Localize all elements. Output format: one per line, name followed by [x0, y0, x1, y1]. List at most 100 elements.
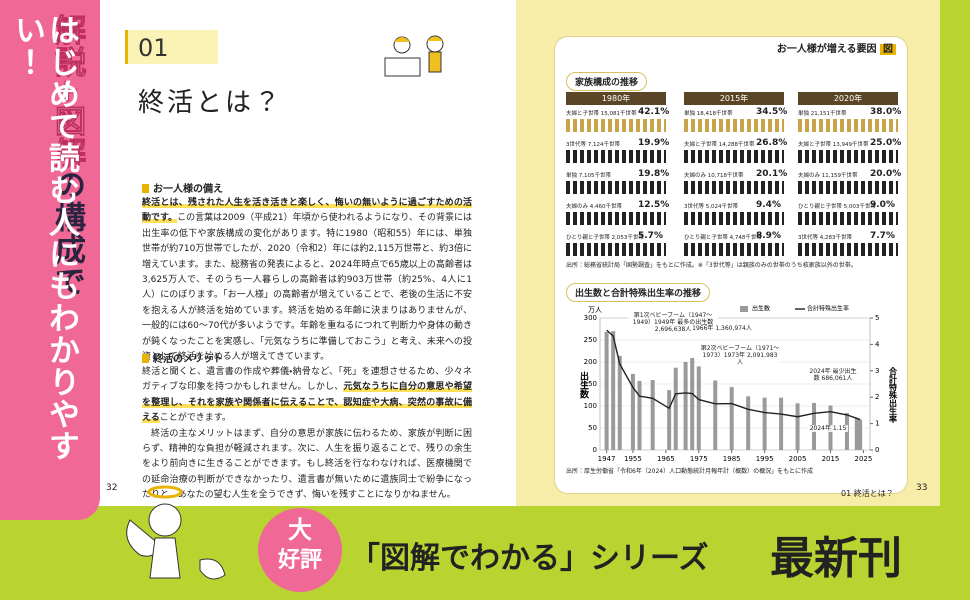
- household-share: 7.7%: [870, 231, 895, 241]
- bar: [637, 380, 642, 450]
- y2-tick-label: 2: [875, 393, 879, 401]
- badge: [258, 508, 342, 592]
- annotation: 2024年 1.15: [808, 425, 848, 432]
- y-tick-label: 200: [584, 358, 597, 366]
- annotation-text: 第2次ベビーブーム（1971～1973）1973年 2,091,983人: [700, 345, 780, 366]
- people-icons: [798, 212, 898, 225]
- household-share: 34.5%: [756, 107, 788, 117]
- household-share: 25.0%: [870, 138, 902, 148]
- section-title: 家族構成の推移: [566, 72, 648, 91]
- people-icons: [798, 150, 898, 163]
- births-chart: 0 50 100 150 200 250 300 0 1 2 3 4 5 1947 1955 1965 1975…: [566, 305, 898, 476]
- illustration: [384, 35, 444, 77]
- y2-axis-title: 合計特殊出生率: [888, 366, 898, 424]
- bar: [858, 419, 863, 450]
- bar: [604, 332, 609, 450]
- tab-icon: 図: [880, 44, 896, 55]
- household-label: 夫婦と子世帯 14,288千世帯: [684, 142, 755, 148]
- people-icons: [684, 212, 784, 225]
- page-number: 33: [916, 483, 928, 493]
- bar: [690, 358, 695, 450]
- household-label: ひとり親と子世帯 4,748千世帯: [684, 235, 762, 241]
- household-label: 単独 7,105千世帯: [566, 173, 611, 179]
- x-tick-label: 2005: [789, 455, 807, 463]
- household-share: 5.7%: [638, 231, 663, 241]
- section-heading: 終活のメリット: [142, 350, 223, 365]
- household-label: 3世代等 5,024千世帯: [684, 204, 738, 210]
- y2-tick-label: 5: [875, 314, 879, 322]
- household-share: 20.0%: [870, 169, 902, 179]
- text: この言葉は2009（平成21）年頃から使われるようになり、その背景には出生率の低…: [142, 213, 472, 363]
- badge-bottom: 好評: [277, 548, 322, 573]
- section-title: 出生数と合計特殊出生率の推移: [566, 283, 711, 302]
- y-tick-label: 300: [584, 314, 597, 322]
- legend-label: 合計特殊出生率: [807, 305, 849, 313]
- left-page: 01 終活とは？ お一人様の備え 終活とは、残された人生を活き活きと楽しく、悔い…: [80, 0, 516, 506]
- bar: [854, 417, 859, 450]
- text: 終活の主なメリットはまず、自分の意思が家族に伝わるため、家族が判断に困らず、精神…: [142, 428, 472, 501]
- chapter-box: [125, 30, 218, 64]
- household-label: 夫婦と子世帯 15,081千世帯: [566, 111, 637, 117]
- people-icons: [684, 150, 784, 163]
- x-tick-label: 2025: [855, 455, 873, 463]
- legend-swatch: [740, 306, 748, 312]
- year-header: 2015年: [684, 92, 784, 105]
- household-label: ひとり親と子世帯 5,003千世帯: [798, 204, 876, 210]
- people-icons: [798, 243, 898, 256]
- y2-tick-label: 3: [875, 367, 879, 375]
- promo-emphasis: 最新刊: [770, 533, 902, 584]
- household-label: 夫婦と子世帯 13,949千世帯: [798, 142, 869, 148]
- line: [606, 329, 861, 421]
- bar: [713, 380, 718, 450]
- people-icons: [566, 119, 666, 132]
- household-share: 9.4%: [756, 200, 781, 210]
- household-label: 夫婦のみ 11,159千世帯: [798, 173, 858, 179]
- household-label: 単独 21,151千世帯: [798, 111, 847, 117]
- household-share: 9.0%: [870, 200, 895, 210]
- y2-tick-label: 0: [875, 446, 879, 454]
- household-label: 3世代等 4,283千世帯: [798, 235, 852, 241]
- bar: [746, 396, 751, 450]
- y-unit: 万人: [588, 306, 602, 314]
- banner-line: 解説+図解の構成で: [49, 14, 86, 297]
- household-label: ひとり親と子世帯 2,053千世帯: [566, 235, 644, 241]
- bar: [667, 390, 672, 450]
- people-icons: [798, 181, 898, 194]
- legend-label: 出生数: [752, 305, 770, 313]
- household-share: 19.8%: [638, 169, 670, 179]
- y2-tick-label: 4: [875, 340, 880, 348]
- household-share: 12.5%: [638, 200, 670, 210]
- household-label: 夫婦のみ 10,718千世帯: [684, 173, 744, 179]
- bar: [630, 373, 635, 450]
- annotation-text: 2024年 最少出生数 686,061人: [808, 368, 858, 382]
- banner-line: はじめて読む人にもわかりやすい！: [9, 14, 79, 462]
- year-header: 2020年: [798, 92, 898, 105]
- bar: [617, 355, 622, 450]
- footer: 01 終活とは？: [841, 489, 894, 498]
- text: ことができます。: [159, 413, 231, 424]
- x-tick-label: 1985: [723, 455, 741, 463]
- people-icons: [566, 212, 666, 225]
- y-tick-label: 0: [593, 446, 597, 454]
- bar: [795, 403, 800, 450]
- x-tick-label: 1995: [756, 455, 774, 463]
- y-tick-label: 250: [584, 336, 597, 344]
- bar: [729, 387, 734, 450]
- household-share: 20.1%: [756, 169, 788, 179]
- badge-top: 大: [288, 516, 312, 544]
- y-tick-label: 100: [584, 402, 597, 410]
- angel-illustration: [126, 485, 226, 580]
- section-text: 終活とは、残された人生を活き活きと楽しく、悔いの無いように過ごすための活動です。…: [142, 196, 472, 365]
- x-tick-label: 1975: [690, 455, 708, 463]
- people-icons: [684, 243, 784, 256]
- y-tick-label: 150: [584, 380, 597, 388]
- household-label: 単独 18,418千世帯: [684, 111, 733, 117]
- y-axis-title: 出生数: [578, 370, 590, 399]
- people-icons: [684, 181, 784, 194]
- text: 終活と聞くと、遺言書の作成や葬儀・納骨など、「死」を連想させるため、少々ネガティ…: [142, 367, 472, 393]
- promo-headline: 「図解でわかる」シリーズ: [350, 541, 709, 576]
- chapter-number: 01: [138, 34, 169, 62]
- annotation: 2024年 最少出生数 686,061人: [808, 368, 858, 382]
- people-icons: [566, 181, 666, 194]
